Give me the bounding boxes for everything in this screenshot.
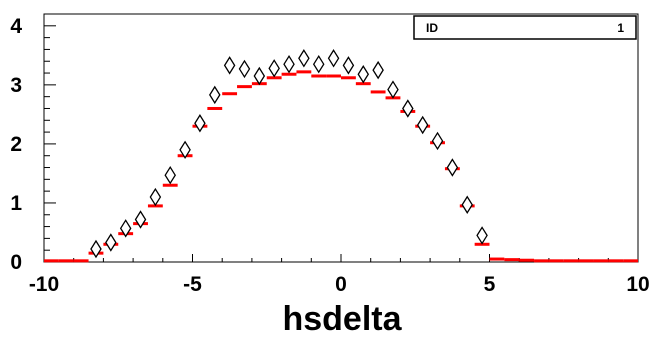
y-tick-label: 1 bbox=[10, 192, 22, 215]
marker-series bbox=[90, 49, 488, 259]
data-point bbox=[372, 60, 384, 80]
data-point bbox=[149, 187, 162, 207]
data-point bbox=[446, 158, 459, 177]
y-tick-label: 4 bbox=[10, 15, 22, 38]
stats-box-value: 1 bbox=[617, 21, 624, 35]
data-point bbox=[119, 219, 132, 238]
data-point bbox=[164, 165, 176, 185]
data-point bbox=[223, 56, 236, 75]
data-point bbox=[298, 49, 310, 68]
data-point bbox=[105, 233, 117, 252]
data-point bbox=[387, 80, 399, 99]
tick-labels: -10 -5 0 5 10 0 1 2 3 4 bbox=[10, 15, 649, 296]
stats-box-label: ID bbox=[426, 21, 438, 35]
data-point bbox=[476, 226, 488, 245]
data-point bbox=[209, 85, 221, 105]
x-axis-title: hsdelta bbox=[282, 300, 402, 338]
data-point bbox=[179, 140, 191, 160]
x-tick-label: 0 bbox=[335, 273, 347, 296]
y-tick-label: 2 bbox=[10, 133, 22, 156]
x-tick-label: -5 bbox=[183, 273, 202, 296]
stats-box: ID 1 bbox=[413, 15, 637, 40]
data-point bbox=[238, 59, 251, 79]
x-tick-label: 5 bbox=[484, 273, 496, 296]
y-tick-label: 0 bbox=[10, 251, 22, 274]
data-point bbox=[194, 114, 206, 133]
data-point bbox=[268, 59, 280, 78]
data-point bbox=[357, 65, 370, 84]
y-tick-label: 3 bbox=[10, 74, 22, 97]
data-point bbox=[327, 49, 340, 68]
data-point bbox=[431, 131, 444, 151]
x-tick-label: -10 bbox=[29, 273, 59, 296]
data-point bbox=[283, 54, 295, 74]
data-point bbox=[312, 54, 325, 74]
x-tick-label: 10 bbox=[626, 273, 649, 296]
data-point bbox=[416, 115, 429, 135]
stats-box-frame bbox=[413, 15, 637, 40]
data-point bbox=[342, 56, 355, 75]
data-point bbox=[253, 66, 266, 86]
data-point bbox=[134, 210, 147, 229]
data-point bbox=[461, 195, 473, 214]
data-point bbox=[90, 239, 102, 259]
data-point bbox=[402, 99, 414, 118]
